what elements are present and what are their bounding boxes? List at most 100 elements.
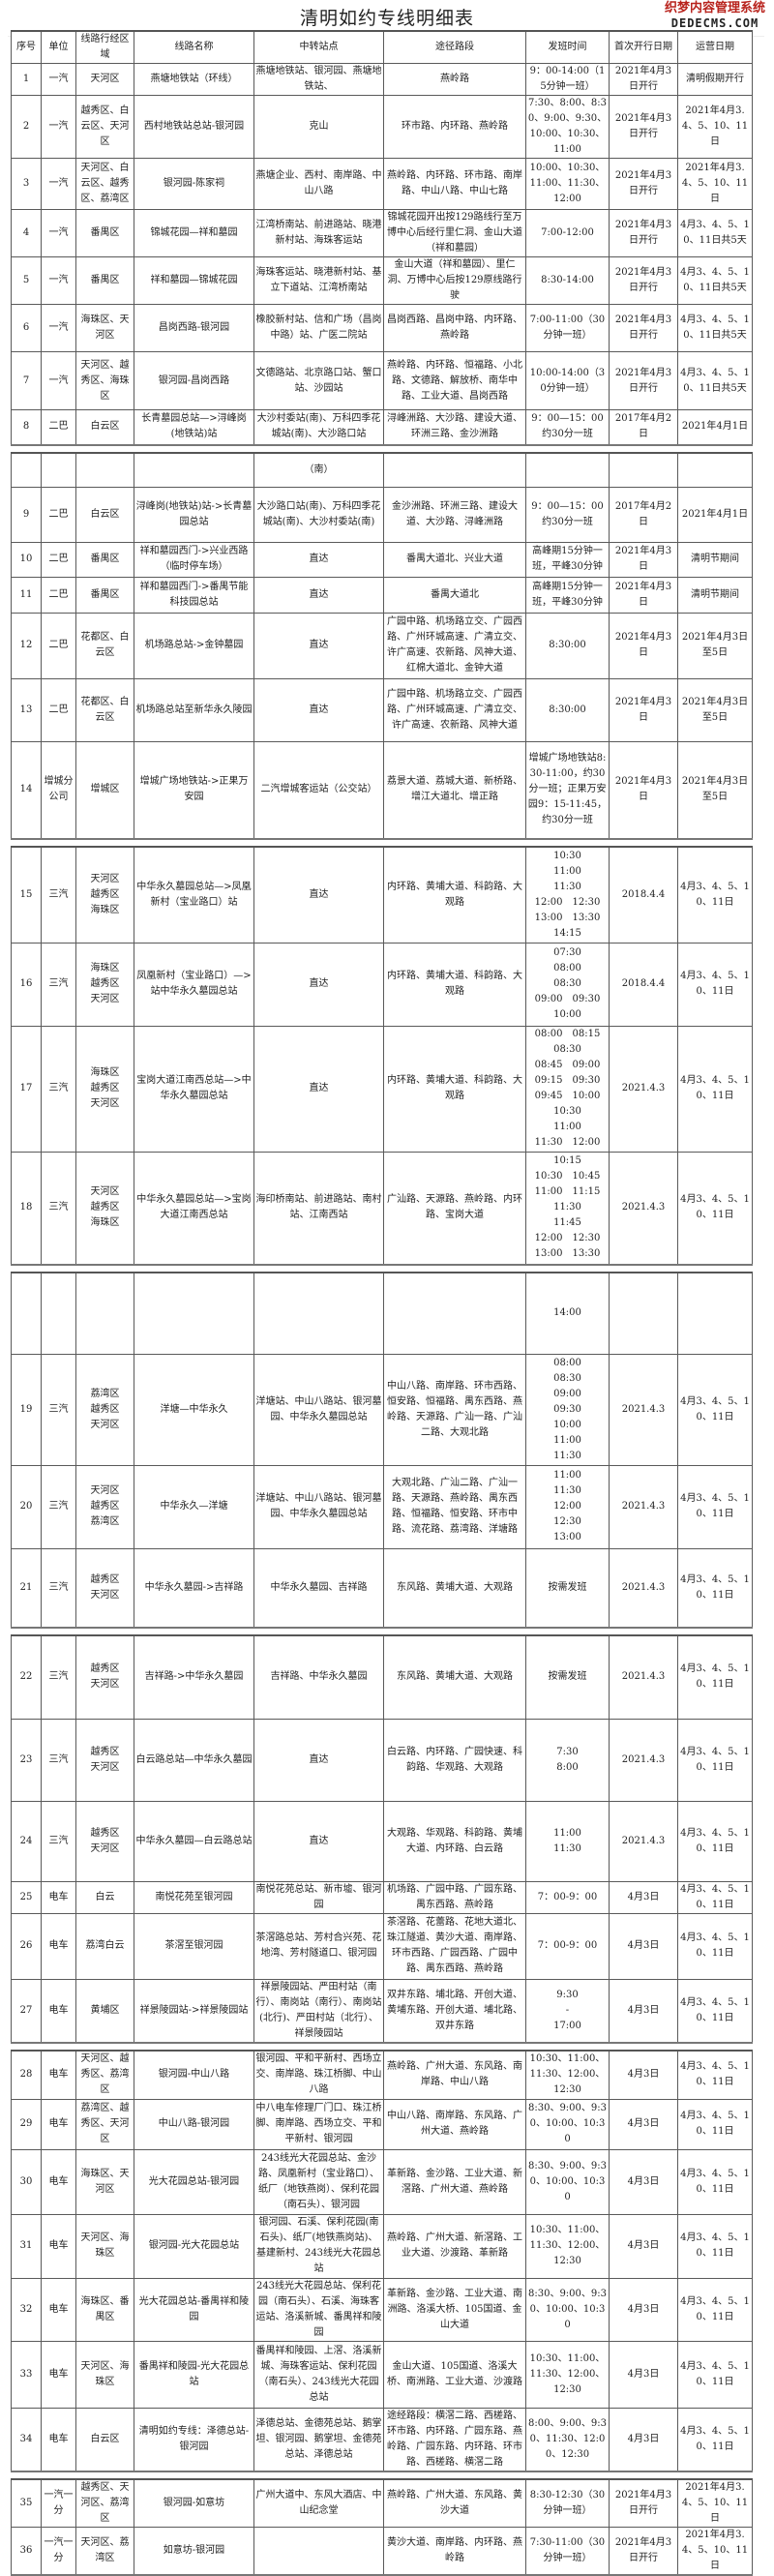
cell-transfer-stops: 中八电车修理厂门口、珠江桥脚、南岸路、西场立交、平和平新村、银河园 xyxy=(253,2098,384,2150)
cell-operating-dates xyxy=(677,452,753,488)
cell-operating-dates: 4月3、4、5、10、11日 xyxy=(677,846,753,944)
cell-route-name: 清明如约专线：泽德总站-银河园 xyxy=(134,2407,254,2472)
cell-first-run-date: 2021年4月3日 xyxy=(609,576,678,614)
cell-via-roads: 昌岗西路、昌岗中路、内环路、燕岭路 xyxy=(383,304,526,352)
cell-via-roads xyxy=(383,1272,526,1355)
cell-route-name: 机场路总站至新华永久陵园 xyxy=(134,677,254,742)
cell-index: 2 xyxy=(11,95,42,159)
cell-route-name: 银河园-陈家祠 xyxy=(134,158,254,210)
cell-area: 海珠区、天河区 xyxy=(75,2148,134,2215)
cell-operating-dates: 4月3、4、5、10、11日 xyxy=(677,1634,753,1720)
cell-unit: 三汽 xyxy=(41,846,76,944)
cell-area: 越秀区 天河区 xyxy=(75,1718,134,1802)
cell-index xyxy=(11,1272,42,1355)
cell-unit: 一汽一分 xyxy=(41,2527,76,2576)
cell-first-run-date: 2021年4月3日开行 xyxy=(609,304,678,352)
cell-operating-dates: 4月3、4、5、10、11日 xyxy=(677,1353,753,1466)
cell-route-name xyxy=(134,452,254,488)
table-row: 4 一汽 番禺区 锦城花园—祥和墓园 江湾桥南站、前进路站、晓港新村站、海珠客运站 锦城花… xyxy=(11,209,753,257)
cell-departure-times: 9：00—15：00约30分一班 xyxy=(525,486,610,543)
cell-index: 3 xyxy=(11,158,42,210)
route-table: （南） 9 二巴 白云区 浔峰岗(地铁站)站->长青墓园总站 大沙路口站(南)、万科四季花… xyxy=(11,452,753,840)
cell-operating-dates: 4月3、4、5、10、11日共5天 xyxy=(677,209,753,257)
cell-route-name: 南悦花苑至银河园 xyxy=(134,1880,254,1914)
cell-operating-dates: 清明节期间 xyxy=(677,576,753,614)
cell-via-roads: 燕岭路、内环路、恒福路、小北路、文德路、解放桥、南华中路、工业大道、昌岗西路 xyxy=(383,351,526,410)
table-page: 28 电车 天河区、越秀区、荔湾区 银河园-中山八路 银河园、平和平新村、西场立交、南岸… xyxy=(11,2050,753,2472)
cell-departure-times: 7:30-11:00（30分钟一班） xyxy=(525,2527,610,2576)
route-table: 序号 单位 线路行经区域 线路名称 中转站点 途径路段 发班时间 首次开行日期 运营日期 1 一汽天… xyxy=(11,30,753,446)
cell-departure-times: 8:30、9:00、9:30、10:00、10:30 xyxy=(525,2277,610,2342)
header-area: 线路行经区域 xyxy=(75,30,134,64)
cell-route-name: 银河园-昌岗西路 xyxy=(134,351,254,410)
cell-transfer-stops: 大沙路口站(南)、万科四季花城站(南)、大沙村委站(南) xyxy=(253,486,384,543)
cell-route-name: 银河园-光大花园总站 xyxy=(134,2213,254,2279)
cell-operating-dates: 2021年4月1日 xyxy=(677,486,753,543)
cell-via-roads: 燕岭路 xyxy=(383,63,526,96)
cell-route-name: 祥和墓园—锦城花园 xyxy=(134,256,254,305)
cell-operating-dates: 清明假期开行 xyxy=(677,63,753,96)
cell-route-name: 宝岗大道江南西总站—>中华永久墓园总站 xyxy=(134,1025,254,1153)
cell-departure-times: 高峰期15分钟一班，平峰30分钟 xyxy=(525,576,610,614)
table-row: 9 二巴 白云区 浔峰岗(地铁站)站->长青墓园总站 大沙路口站(南)、万科四季花城站(… xyxy=(11,486,753,543)
cell-area: 番禺区 xyxy=(75,541,134,578)
cell-departure-times: 高峰期15分钟一班，平峰30分钟 xyxy=(525,541,610,578)
header-index: 序号 xyxy=(11,30,42,64)
cell-operating-dates: 4月3、4、5、10、11日 xyxy=(677,1025,753,1153)
cell-index: 34 xyxy=(11,2407,42,2472)
table-row: 29 电车 荔湾区、越秀区、天河区 中山八路-银河园 中八电车修理厂门口、珠江桥脚、南岸… xyxy=(11,2098,753,2150)
cell-route-name: 银河园-中山八路 xyxy=(134,2050,254,2100)
table-row: 36 一汽一分 天河区、荔湾区 如意坊-银河园 黄沙大道、南岸路、内环路、燕岭路 7:30… xyxy=(11,2527,753,2576)
cell-first-run-date: 2021年4月3日开行 xyxy=(609,158,678,210)
cell-via-roads: 东风路、黄埔大道、大观路 xyxy=(383,1547,526,1629)
cell-index: 27 xyxy=(11,1978,42,2044)
cell-first-run-date: 2021年4月3日 xyxy=(609,541,678,578)
route-table: 15 三汽 天河区 越秀区 海珠区 中华永久墓园总站—>凤凰新村（宝业路口）站 直达 内环… xyxy=(11,846,753,1266)
cell-first-run-date xyxy=(609,1272,678,1355)
cell-departure-times: 8:00、9:00、9:30、11:30、12:00、12:30 xyxy=(525,2407,610,2472)
cell-departure-times: 7:30 8:00 xyxy=(525,1718,610,1802)
cell-first-run-date: 2021.4.3 xyxy=(609,1634,678,1720)
cell-operating-dates: 4月3、4、5、10、11日 xyxy=(677,1151,753,1266)
cell-route-name: 西村地铁站总站-银河园 xyxy=(134,95,254,159)
cell-via-roads: 中山八路、南岸路、东风路、广州大道、燕岭路 xyxy=(383,2098,526,2150)
cell-via-roads: 中山八路、南岸路、环市西路、恒安路、恒福路、禺东西路、燕岭路、天源路、广汕一路、… xyxy=(383,1353,526,1466)
cell-departure-times: 8:30、9:00、9:30、10:00、10:30 xyxy=(525,2098,610,2150)
cell-route-name: 中华永久墓园->吉祥路 xyxy=(134,1547,254,1629)
cell-departure-times: 7:00-11:00（30分钟一班） xyxy=(525,304,610,352)
cell-index: 32 xyxy=(11,2277,42,2342)
cell-departure-times: 按需发班 xyxy=(525,1547,610,1629)
cell-via-roads: 金沙洲路、环洲三路、建设大道、大沙路、浔峰洲路 xyxy=(383,486,526,543)
cell-route-name: 长青墓园总站—>浔峰岗(地铁站)站 xyxy=(134,409,254,445)
cell-transfer-stops: 243线光大花园总站、金沙路、凤凰新村（宝业路口）、纸厂（地铁燕岗）、保利花园（… xyxy=(253,2148,384,2215)
cell-departure-times: 08:00 08:15 08:30 08:45 09:00 09:15 09:3… xyxy=(525,1025,610,1153)
cell-transfer-stops: 文德路站、北京路口站、蟹口站、沙园站 xyxy=(253,351,384,410)
cell-departure-times: 07:30 08:00 08:30 09:00 09:30 10:00 xyxy=(525,942,610,1027)
cell-departure-times: 8:30-12:30（30分钟一班） xyxy=(525,2478,610,2528)
cell-departure-times: 10:30、11:00、11:30、12:00、12:30 xyxy=(525,2213,610,2279)
cell-route-name: 银河园-如意坊 xyxy=(134,2478,254,2528)
cell-unit: 一汽 xyxy=(41,209,76,257)
cell-operating-dates: 4月3、4、5、10、11日 xyxy=(677,2148,753,2215)
cell-index: 29 xyxy=(11,2098,42,2150)
cell-first-run-date xyxy=(609,452,678,488)
cell-area: 海珠区 越秀区 天河区 xyxy=(75,942,134,1027)
cell-unit: 三汽 xyxy=(41,1547,76,1629)
cell-route-name: 茶滘至银河园 xyxy=(134,1912,254,1980)
cell-unit xyxy=(41,1272,76,1355)
cell-via-roads: 广园中路、机场路立交、广园西路、广州环城高速、广清立交、许广高速、农新路、风神大… xyxy=(383,677,526,742)
cell-area: 海珠区、天河区 xyxy=(75,304,134,352)
cell-transfer-stops: 中华永久墓园、吉祥路 xyxy=(253,1547,384,1629)
cell-unit: 一汽 xyxy=(41,158,76,210)
cell-index: 8 xyxy=(11,409,42,445)
cell-departure-times: 11:00 11:30 xyxy=(525,1800,610,1882)
cell-area: 越秀区、天河区、荔湾区 xyxy=(75,2478,134,2528)
cell-operating-dates: 4月3、4、5、10、11日共5天 xyxy=(677,256,753,305)
route-table: 22 三汽 越秀区 天河区 吉祥路->中华永久墓园 吉祥路、中华永久墓园 东风路、黄埔大道… xyxy=(11,1634,753,2044)
cell-via-roads: 广汕路、天源路、燕岭路、内环路、宝岗大道 xyxy=(383,1151,526,1266)
cell-area: 荔湾区、越秀区、天河区 xyxy=(75,2098,134,2150)
cell-operating-dates: 2021年4月3.4、5、10、11日 xyxy=(677,158,753,210)
cell-index: 11 xyxy=(11,576,42,614)
header-first-run-date: 首次开行日期 xyxy=(609,30,678,64)
cell-area: 天河区、海珠区 xyxy=(75,2340,134,2409)
